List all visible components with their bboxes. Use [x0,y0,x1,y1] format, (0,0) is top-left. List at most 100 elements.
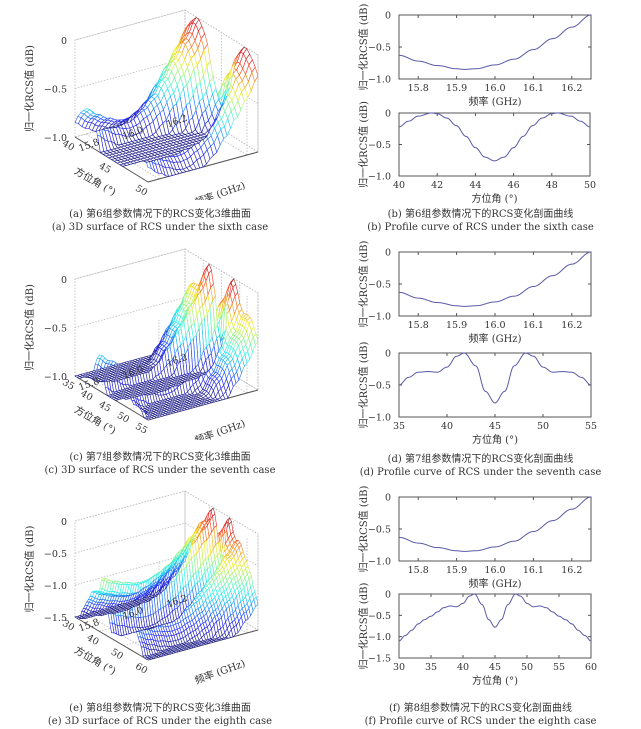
series-line-freq-profile [398,251,592,307]
x-tick-label: 16.1 [523,320,544,331]
y-tick-label: −0.5 [368,525,391,536]
x-axis-label: 方位角 (°) [472,433,518,446]
plot-frame [398,352,592,418]
x-axis-label: 频率 (GHz) [469,332,522,345]
x-tick-label: 35 [393,421,405,432]
x-tick-label: 15.9 [446,320,467,331]
y-tick-label: −1.5 [368,654,391,665]
plot-frame [398,593,592,659]
caption-b-en: (b) Profile curve of RCS under the sixth… [367,222,594,233]
x-axis-label: 频率 (GHz) [469,577,522,590]
z-tick-label: −1.0 [44,133,67,144]
z-tick-label: −1.5 [44,613,67,624]
panel-b-profile: 15.8 15.9 16.0 16.1 16.2 0 −0.5 −1.0 频率 (GHz) 归一化… [320,0,641,205]
x-tick-label: 35 [425,662,437,673]
profile-plot-f: 15.8 15.9 16.0 16.1 16.2 0 −0.5 −1.0 频率 (GHz) 归一化… [357,486,597,687]
caption-d: (d) 第7组参数情况下的RCS变化剖面曲线 (d) Profile curve… [320,453,641,479]
y-axis-label: 归一化RCS值 (dB) [357,583,370,670]
x-axis-label: 方位角 (°) [472,192,518,205]
y-tick-label: 60 [133,661,149,677]
plot-frame [398,496,592,562]
surface-plot-e: 0−0.5−1.0−1.5 15.816.016.230405060归一化RCS值… [23,490,259,687]
y-tick-label: 40 [60,138,76,154]
x-axis-label: 频率 (GHz) [193,417,247,440]
x-tick-label: 15.8 [77,137,101,155]
y-tick-label: 40 [85,632,101,648]
caption-e-en: (e) 3D surface of RCS under the eighth c… [47,716,273,727]
y-axis-label: 归一化RCS值 (dB) [357,241,370,328]
x-tick-label: 40 [393,180,405,191]
plot-frame [398,251,592,317]
panel-e-3d-surface: 0 −0.5 −1.0 −1.5 15.8 16.0 16.2 30 40 50 60 归一化RCS值… [0,480,320,690]
subplot-frequency: 15.8 15.9 16.0 16.1 16.2 0 −0.5 −1.0 频率 (GHz) 归一化… [357,4,592,108]
x-tick-label: 44 [469,180,481,191]
x-tick-label: 50 [521,662,533,673]
y-axis-label: 方位角 (°) [72,403,118,437]
mesh-cell [74,116,82,124]
x-tick-label: 16.2 [561,320,582,331]
caption-d-en: (d) Profile curve of RCS under the seven… [359,467,602,478]
z-axis-label: 归一化RCS值 (dB) [23,45,36,132]
x-axis-label: 频率 (GHz) [469,95,522,108]
y-tick-label: 30 [60,618,76,634]
y-tick-label: −1.0 [368,312,391,323]
caption-b-cn: (b) 第6组参数情况下的RCS变化剖面曲线 [387,209,574,220]
series-line-freq-profile [398,14,592,70]
x-tick-label: 40 [441,421,453,432]
y-tick-label: −1.0 [368,413,391,424]
y-tick-label: −0.5 [368,611,391,622]
z-tick-label: −0.5 [44,324,67,335]
y-tick-label: 35 [60,377,76,393]
x-tick-label: 46 [508,180,520,191]
y-tick-label: 50 [133,183,149,199]
y-tick-label: 55 [133,421,149,437]
subplot-azimuth: 35 40 45 50 55 0 −0.5 −1.0 方位角 (°) 归一化RCS值 (dB) [357,342,597,446]
series-line-azimuth-profile [398,112,591,162]
x-tick-label: 16.0 [484,565,505,576]
surface-mesh [74,507,259,661]
panel-d-profile: 15.8 15.9 16.0 16.1 16.2 0 −0.5 −1.0 频率 (GHz) 归一化… [320,240,641,450]
mesh-cell [74,374,81,378]
x-tick-label: 30 [393,662,405,673]
y-tick-label: −1.0 [368,75,391,86]
x-tick-label: 50 [537,421,549,432]
y-tick-label: 45 [97,161,113,177]
y-axis-label: 归一化RCS值 (dB) [357,101,370,188]
y-axis-label: 归一化RCS值 (dB) [357,4,370,91]
caption-c-cn: (c) 第7组参数情况下的RCS变化3维曲面 [69,452,251,463]
y-tick-label: 0 [385,11,391,22]
mesh-cell [74,615,80,619]
caption-d-cn: (d) 第7组参数情况下的RCS变化剖面曲线 [387,454,574,465]
caption-c-en: (c) 3D surface of RCS under the seventh … [44,465,276,476]
x-tick-label: 15.9 [446,83,467,94]
y-tick-label: −1.0 [368,557,391,568]
x-tick-label: 16.1 [523,83,544,94]
x-tick-label: 55 [553,662,565,673]
x-tick-label: 15.8 [408,83,429,94]
y-tick-label: −0.5 [368,280,391,291]
caption-c: (c) 第7组参数情况下的RCS变化3维曲面 (c) 3D surface of… [0,451,320,477]
y-tick-label: 0 [385,109,391,120]
y-tick-label: −1.0 [368,172,391,183]
x-tick-label: 45 [489,421,501,432]
x-tick-label: 40 [457,662,469,673]
x-tick-label: 15.8 [77,617,101,635]
x-tick-label: 16.0 [484,320,505,331]
x-tick-label: 15.8 [408,320,429,331]
panel-a-3d-surface: 0 −0.5 −1.0 15.8 16.0 16.2 40 45 50 归一化RCS值 (dB) 频… [0,0,320,209]
plot-frame [398,14,592,80]
z-tick-label: −0.5 [44,549,67,560]
caption-a-en: (a) 3D surface of RCS under the sixth ca… [51,222,269,233]
y-axis-label: 方位角 (°) [72,164,118,198]
y-tick-label: −0.5 [368,381,391,392]
z-tick-label: −1.0 [44,372,67,383]
subplot-frequency: 15.8 15.9 16.0 16.1 16.2 0 −0.5 −1.0 频率 (GHz) 归一化… [357,241,592,345]
x-tick-label: 16.2 [561,565,582,576]
x-tick-label: 45 [489,662,501,673]
x-tick-label: 16.2 [561,83,582,94]
series-line-azimuth-profile [398,593,592,642]
y-tick-label: 0 [385,493,391,504]
y-tick-label: 0 [385,248,391,259]
x-tick-label: 50 [584,180,596,191]
